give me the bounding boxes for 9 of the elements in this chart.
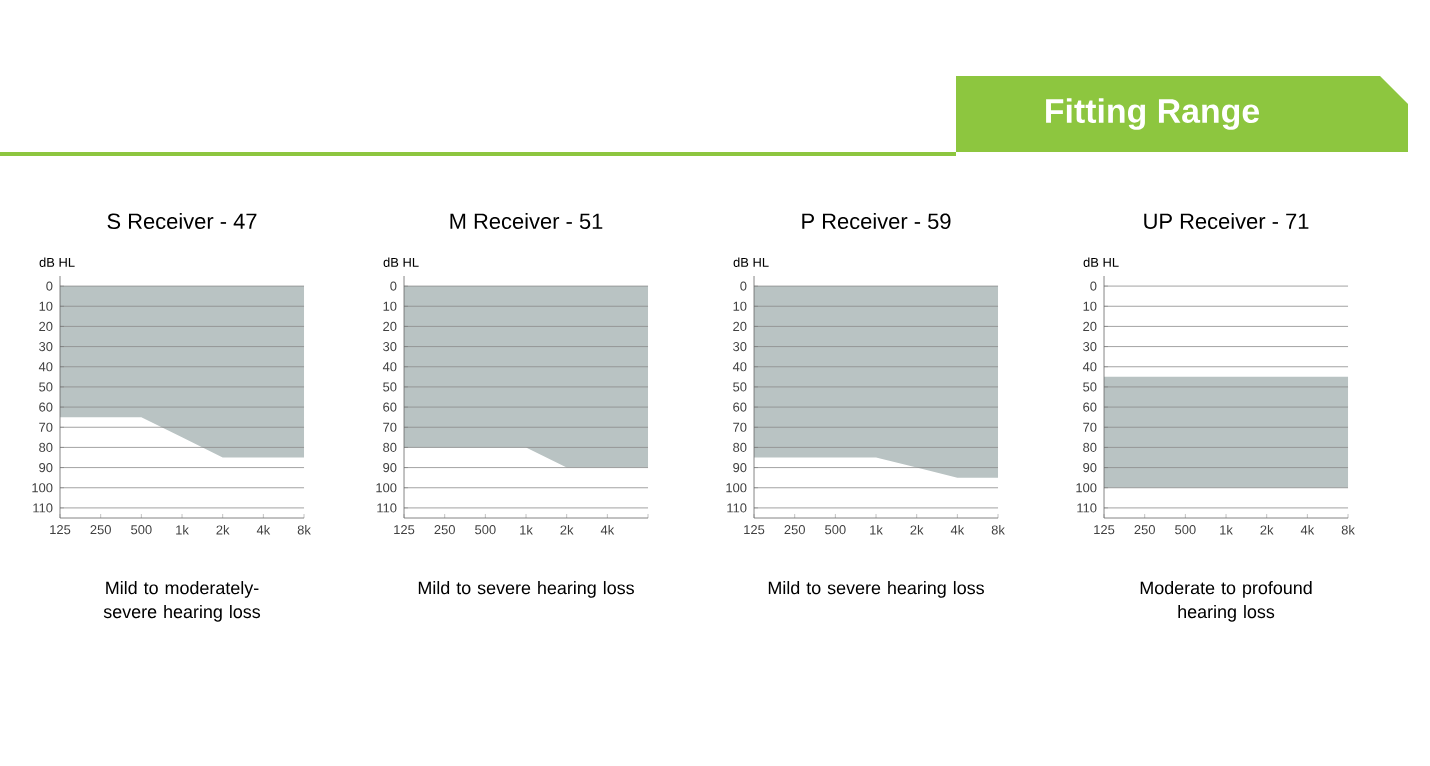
text: Moderate to profound hearing loss <box>1140 581 1312 622</box>
text: Fitting Range <box>1046 98 1260 130</box>
chart-title: S Receiver - 47 <box>107 212 257 230</box>
chart-title: P Receiver - 59 <box>802 212 951 230</box>
text: Mild to severe hearing loss <box>418 581 634 598</box>
chart-title: M Receiver - 51 <box>450 212 603 230</box>
chart-title: UP Receiver - 71 <box>1144 212 1309 230</box>
text: Mild to severe hearing loss <box>768 581 984 598</box>
text: Mild to moderately-severe hearing loss <box>103 581 261 622</box>
